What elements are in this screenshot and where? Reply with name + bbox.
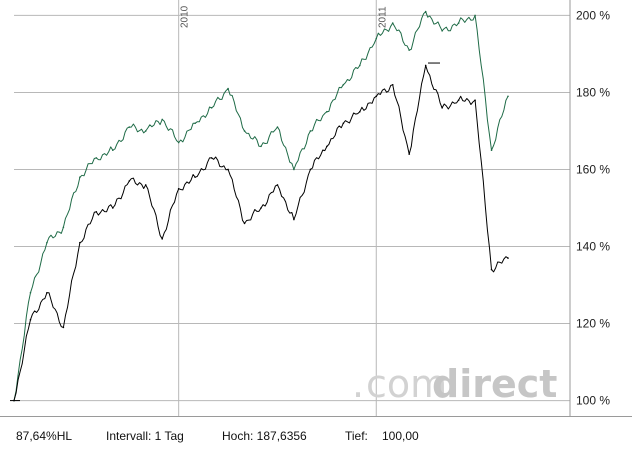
series-2-point (194, 176, 196, 178)
series-1-point (309, 130, 312, 132)
vertical-gridlines (178, 0, 377, 416)
series-2-point (79, 241, 81, 244)
series-2-point (375, 95, 378, 98)
y-tick-label: 160 % (576, 162, 610, 176)
y-tick-label: 200 % (576, 8, 610, 22)
series-1-point (260, 145, 262, 148)
series-2-point (144, 184, 147, 186)
series-2-point (424, 64, 427, 67)
low-label: Tief: (345, 429, 368, 443)
series-2-point (342, 122, 345, 125)
interval-readout: Intervall: 1 Tag (106, 429, 184, 443)
series-2-point (210, 157, 213, 159)
y-tick-label: 180 % (576, 85, 610, 99)
series-2-point (490, 268, 493, 271)
series-1-point (79, 176, 81, 178)
series-2-point (441, 107, 443, 109)
series-2-point (128, 180, 131, 182)
series-2-point (408, 153, 411, 155)
brand-watermark-dot: . (352, 362, 364, 406)
series-2-point (293, 218, 295, 221)
y-tick-label: 120 % (576, 317, 610, 331)
series-2-point (161, 238, 163, 240)
series-2-point (309, 168, 312, 171)
x-tick-label: 2010 (180, 5, 191, 28)
series-1-point (490, 149, 493, 152)
series-1-point (29, 291, 32, 294)
series-2-point (359, 110, 361, 113)
series-1-point (210, 107, 213, 109)
series-2-point (507, 257, 509, 259)
series-1-point (62, 226, 65, 229)
series-1-point (243, 130, 246, 132)
series-1-point (144, 130, 147, 132)
brand-watermark-com: com (366, 362, 447, 406)
series-1-point (161, 118, 163, 121)
y-axis-tick-labels: 100 % 120 % 140 % 160 % 180 % 200 % (576, 8, 610, 407)
series-1-point (457, 22, 460, 24)
series-1-point (95, 157, 98, 159)
change-readout: 87,64%HL (16, 429, 73, 443)
series-1-point (408, 49, 411, 51)
series-1-point (424, 10, 427, 13)
brand-watermark-direct: direct (432, 362, 557, 406)
series-2-point (62, 326, 65, 329)
series-2-point (177, 187, 180, 190)
series-2-point (276, 184, 279, 186)
chart-footer: 87,64%HL Intervall: 1 Tag Hoch: 187,6356… (0, 416, 632, 456)
brand-watermark: . com direct (352, 362, 557, 406)
series-1-point (46, 241, 48, 244)
x-tick-label: 2011 (377, 6, 388, 28)
series-2-point (474, 99, 476, 101)
horizontal-gridlines (14, 14, 570, 402)
series-1-point (293, 168, 295, 171)
series-line-1 (13, 11, 509, 401)
series-2-point (29, 318, 32, 321)
series-1-point (507, 95, 509, 98)
y-tick-label: 100 % (576, 394, 610, 408)
series-2-point (326, 145, 328, 148)
series-2-point (391, 83, 394, 86)
series-2-point (227, 168, 229, 171)
series-1-point (359, 64, 361, 67)
series-1-point (474, 14, 476, 17)
series-line-2 (13, 65, 509, 401)
low-value: 100,00 (382, 429, 419, 443)
series-1-point (391, 22, 394, 24)
series-2-point (112, 207, 114, 209)
series-1-point (112, 149, 114, 152)
series-1-point (276, 126, 279, 128)
series-2-point (457, 99, 460, 101)
series-1-point (227, 87, 229, 90)
series-layer (10, 10, 509, 402)
series-1-point (342, 83, 345, 86)
y-tick-label: 140 % (576, 240, 610, 254)
series-1-point (375, 37, 378, 40)
series-2-point (46, 291, 48, 294)
series-1-point (128, 126, 131, 128)
high-readout: Hoch: 187,6356 (222, 429, 307, 443)
series-2-point (243, 222, 246, 225)
series-1-point (194, 122, 196, 125)
x-axis-tick-labels: 2010 2011 (180, 5, 389, 28)
series-1-point (177, 141, 180, 144)
series-2-point (260, 207, 262, 209)
series-1-point (441, 30, 443, 32)
series-1-point (326, 110, 328, 113)
line-chart: 100 %120 %140 %160 %180 %200 % 2010 2011 … (10, 0, 610, 416)
series-2-point (95, 211, 98, 213)
